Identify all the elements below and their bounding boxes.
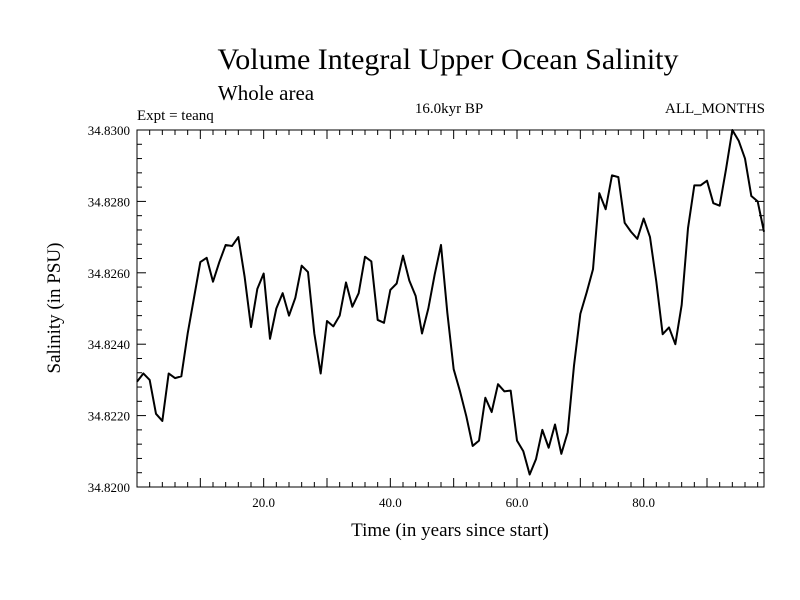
x-tick-label: 40.0	[379, 495, 402, 510]
x-tick-label: 80.0	[632, 495, 655, 510]
x-tick-label: 60.0	[506, 495, 529, 510]
experiment-label: Expt = teanq	[137, 108, 214, 124]
y-tick-label: 34.8260	[88, 266, 130, 281]
y-tick-label: 34.8300	[88, 123, 130, 138]
y-tick-label: 34.8280	[88, 194, 130, 209]
x-axis-label: Time (in years since start)	[351, 520, 549, 541]
y-tick-label: 34.8240	[88, 337, 130, 352]
series-points	[136, 129, 765, 476]
salinity-series-line	[136, 129, 765, 476]
y-tick-label: 34.8200	[88, 480, 130, 495]
chart-subtitle: Whole area	[218, 81, 315, 105]
chart-title: Volume Integral Upper Ocean Salinity	[218, 43, 679, 76]
y-tick-labels: 34.8200 34.8220 34.8240 34.8260 34.8280 34.83…	[88, 123, 130, 495]
y-axis-label: Salinity (in PSU)	[44, 243, 65, 374]
x-tick-label: 20.0	[252, 495, 275, 510]
y-tick-label: 34.8220	[88, 409, 130, 424]
plot-frame	[136, 129, 765, 488]
x-tick-labels: 20.0 40.0 60.0 80.0	[252, 495, 655, 510]
axis-ticks	[137, 130, 764, 487]
period-label: 16.0kyr BP	[415, 101, 483, 117]
months-label: ALL_MONTHS	[665, 101, 765, 117]
